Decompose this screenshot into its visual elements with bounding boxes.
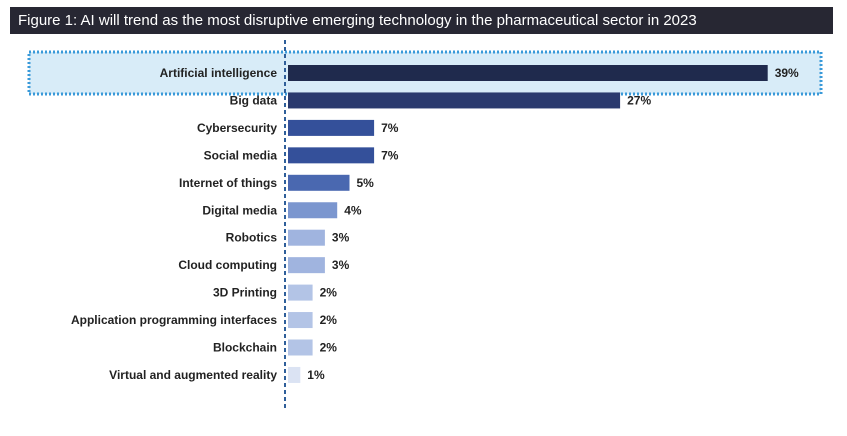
category-label-8: 3D Printing xyxy=(213,286,277,300)
value-label-7: 3% xyxy=(332,258,350,272)
value-label-8: 2% xyxy=(320,286,338,300)
category-label-1: Big data xyxy=(230,93,278,107)
category-label-10: Blockchain xyxy=(213,341,277,355)
category-label-3: Social media xyxy=(204,148,278,162)
category-label-6: Robotics xyxy=(226,231,278,245)
value-label-4: 5% xyxy=(357,176,375,190)
bar-0 xyxy=(288,65,768,81)
bar-4 xyxy=(288,174,350,191)
bar-6 xyxy=(288,229,325,246)
bar-3 xyxy=(288,147,375,164)
category-label-5: Digital media xyxy=(202,203,277,217)
bar-2 xyxy=(288,119,375,136)
category-label-11: Virtual and augmented reality xyxy=(109,368,277,382)
bar-8 xyxy=(288,284,313,301)
category-label-4: Internet of things xyxy=(179,176,277,190)
value-label-9: 2% xyxy=(320,313,338,327)
bar-9 xyxy=(288,312,313,329)
value-label-10: 2% xyxy=(320,341,338,355)
value-label-6: 3% xyxy=(332,231,350,245)
value-label-1: 27% xyxy=(627,93,651,107)
bar-5 xyxy=(288,202,338,219)
value-label-0: 39% xyxy=(775,66,799,80)
bar-1 xyxy=(288,92,621,109)
chart-title: Figure 1: AI will trend as the most disr… xyxy=(10,7,833,34)
category-label-2: Cybersecurity xyxy=(197,121,277,135)
bar-11 xyxy=(288,366,301,383)
bar-7 xyxy=(288,257,325,274)
bar-10 xyxy=(288,339,313,356)
category-label-0: Artificial intelligence xyxy=(160,66,278,80)
value-label-5: 4% xyxy=(344,203,362,217)
category-label-9: Application programming interfaces xyxy=(71,313,277,327)
category-label-7: Cloud computing xyxy=(178,258,277,272)
value-label-2: 7% xyxy=(381,121,399,135)
value-label-11: 1% xyxy=(307,368,325,382)
value-label-3: 7% xyxy=(381,148,399,162)
